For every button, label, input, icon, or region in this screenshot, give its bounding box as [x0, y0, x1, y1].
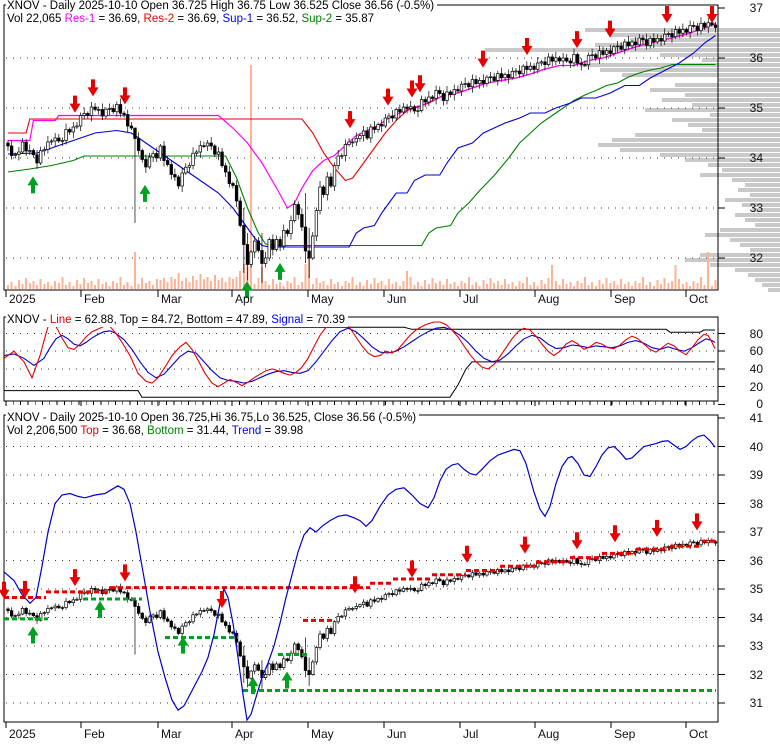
panel2-title-line: XNOV - Line = 62.88, Top = 84.72, Bottom…	[7, 314, 345, 327]
sell-signal-arrow-icon	[406, 80, 418, 98]
buy-signal-arrow-icon	[27, 626, 39, 644]
panel2-symbol-label: XNOV -	[7, 314, 50, 326]
sell-signal-arrow-icon	[477, 50, 489, 68]
sell-signal-arrow-icon	[651, 519, 663, 537]
sell-signal-arrow-icon	[19, 580, 31, 598]
panel3-candles	[6, 537, 718, 689]
panel1-res1-value: = 36.69,	[95, 13, 144, 25]
buy-signal-arrow-icon	[94, 600, 106, 618]
panel1-sup2-value: = 35.87	[332, 13, 375, 25]
panel1-sup2-label: Sup-2	[301, 13, 333, 25]
panel3-header: XNOV - Daily 2025-10-10 Open 36.725,Hi 3…	[6, 412, 420, 438]
panel3-top-label: Top	[80, 425, 99, 437]
sell-signal-arrow-icon	[344, 111, 356, 129]
panel1-sup1-value: = 36.52,	[253, 13, 302, 25]
panel3-title-line1: XNOV - Daily 2025-10-10 Open 36.725,Hi 3…	[7, 412, 417, 424]
sell-signal-arrow-icon	[216, 590, 228, 608]
panel2-signal-label: Signal	[271, 314, 304, 326]
panel1-title-line2: Vol 22,065 Res-1 = 36.69, Res-2 = 36.69,…	[7, 13, 434, 26]
sell-signal-arrow-icon	[571, 532, 583, 550]
panel1-sup1-label: Sup-1	[222, 13, 254, 25]
panel1-res1-label: Res-1	[64, 13, 96, 25]
bottom-band-line	[4, 361, 715, 398]
panel1-res2-label: Res-2	[143, 13, 175, 25]
panel2-lines	[3, 319, 716, 398]
top-band-line	[138, 326, 715, 333]
sell-signal-arrow-icon	[609, 525, 621, 543]
panel3-trend-label: Trend	[231, 425, 262, 437]
buy-signal-arrow-icon	[139, 184, 151, 202]
signal-line	[3, 326, 716, 384]
sup2-line	[7, 63, 716, 247]
panel3-volume-label: Vol 2,206,500	[7, 425, 81, 437]
sell-signal-arrow-icon	[69, 95, 81, 113]
res2-line	[8, 22, 716, 182]
sell-signal-arrow-icon	[706, 6, 718, 23]
panel1-arrows	[27, 6, 718, 299]
panel2-header: XNOV - Line = 62.88, Top = 84.72, Bottom…	[6, 314, 349, 327]
sell-signal-arrow-icon	[691, 513, 703, 531]
sell-signal-arrow-icon	[461, 545, 473, 563]
panel1-title-line1: XNOV - Daily 2025-10-10 Open 36.725 High…	[7, 0, 435, 12]
panel1-overlays	[7, 22, 716, 248]
panel2-line-label: Line	[49, 314, 72, 326]
panel3-top-value: = 36.68,	[98, 425, 148, 437]
oscillator-line	[3, 319, 716, 388]
panel3-bottom-label: Bottom	[147, 425, 184, 437]
sell-signal-arrow-icon	[119, 564, 131, 582]
panel3-arrows	[0, 513, 703, 695]
sell-signal-arrow-icon	[69, 569, 81, 587]
sell-signal-arrow-icon	[87, 79, 99, 97]
panel3-bottom-value: = 31.44,	[183, 425, 232, 437]
panel1-volume-label: Vol 22,065	[7, 13, 65, 25]
panel2-line-value: = 62.88,	[71, 314, 120, 326]
volume-bars	[7, 65, 717, 289]
sell-signal-arrow-icon	[0, 581, 10, 599]
sell-signal-arrow-icon	[119, 87, 131, 105]
volume-by-price-bars	[485, 28, 780, 292]
sell-signal-arrow-icon	[406, 560, 418, 578]
sell-signal-arrow-icon	[382, 88, 394, 106]
buy-signal-arrow-icon	[274, 262, 286, 280]
panel-borders	[3, 4, 719, 723]
sell-signal-arrow-icon	[521, 37, 533, 55]
panel3-trend-value: = 39.98	[261, 425, 304, 437]
panel2-bottom-value: = 47.89,	[222, 314, 272, 326]
sell-signal-arrow-icon	[414, 75, 426, 93]
sell-signal-arrow-icon	[604, 20, 616, 38]
buy-signal-arrow-icon	[247, 677, 259, 695]
sell-signal-arrow-icon	[571, 31, 583, 49]
panel2-top-value: = 84.72,	[138, 314, 187, 326]
panel2-signal-value: = 70.39	[303, 314, 346, 326]
panel1-header: XNOV - Daily 2025-10-10 Open 36.725 High…	[6, 0, 438, 26]
sell-signal-arrow-icon	[519, 536, 531, 554]
trend-line	[3, 434, 716, 722]
buy-signal-arrow-icon	[177, 636, 189, 654]
panel3-band-segments	[4, 539, 716, 692]
panel1-res2-value: = 36.69,	[174, 13, 223, 25]
buy-signal-arrow-icon	[27, 176, 39, 194]
buy-signal-arrow-icon	[281, 671, 293, 689]
panel2-bottom-label: Bottom	[186, 314, 223, 326]
buy-signal-arrow-icon	[241, 281, 253, 299]
sell-signal-arrow-icon	[661, 6, 673, 23]
sup1-line	[7, 35, 716, 248]
sell-signal-arrow-icon	[349, 576, 361, 594]
panel3-title-line2: Vol 2,206,500 Top = 36.68, Bottom = 31.4…	[7, 425, 416, 438]
panel1-candles	[6, 17, 718, 283]
panel2-top-label: Top	[119, 314, 139, 326]
axis-ticks	[5, 7, 725, 728]
